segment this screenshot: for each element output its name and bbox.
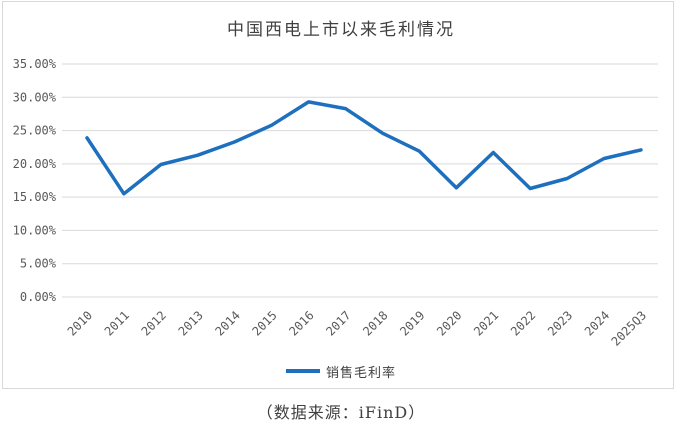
legend-line-swatch xyxy=(285,369,320,373)
chart-frame xyxy=(2,1,674,389)
y-axis-tick-label: 35.00% xyxy=(13,57,57,71)
x-axis-tick-label: 2011 xyxy=(102,308,132,338)
x-axis-tick-label: 2020 xyxy=(434,308,464,338)
y-axis-tick-label: 25.00% xyxy=(13,124,57,138)
x-axis-tick-label: 2023 xyxy=(545,308,575,338)
x-axis-tick-label: 2017 xyxy=(323,308,353,338)
x-axis-tick-label: 2014 xyxy=(213,308,243,338)
chart-title: 中国西电上市以来毛利情况 xyxy=(227,20,455,40)
x-axis-tick-label: 2021 xyxy=(471,308,501,338)
x-axis-tick-label: 2016 xyxy=(286,308,316,338)
x-axis-tick-label: 2025Q3 xyxy=(609,308,650,349)
x-axis-tick-label: 2013 xyxy=(176,308,206,338)
y-axis-tick-label: 15.00% xyxy=(13,190,57,204)
x-axis-tick-label: 2022 xyxy=(508,308,538,338)
y-axis-tick-label: 5.00% xyxy=(20,257,57,271)
x-axis-tick-label: 2018 xyxy=(360,308,390,338)
y-axis-tick-label: 30.00% xyxy=(13,90,57,104)
y-axis-tick-label: 20.00% xyxy=(13,157,57,171)
source-note: （数据来源：iFinD） xyxy=(256,403,426,422)
x-axis-tick-label: 2024 xyxy=(582,308,612,338)
x-axis-tick-label: 2019 xyxy=(397,308,427,338)
legend: 销售毛利率 xyxy=(0,362,682,381)
y-axis-tick-label: 0.00% xyxy=(20,290,57,304)
y-axis-tick-label: 10.00% xyxy=(13,223,57,237)
gross-margin-series-line xyxy=(85,100,643,196)
x-axis-tick-label: 2012 xyxy=(139,308,169,338)
x-axis-tick-label: 2015 xyxy=(249,308,279,338)
legend-label: 销售毛利率 xyxy=(325,365,396,381)
gross-margin-line-chart: 0.00% 5.00% 10.00% 15.00% 20.00% 25.00% 30.00%… xyxy=(13,57,658,349)
x-axis-tick-label: 2010 xyxy=(65,308,95,338)
